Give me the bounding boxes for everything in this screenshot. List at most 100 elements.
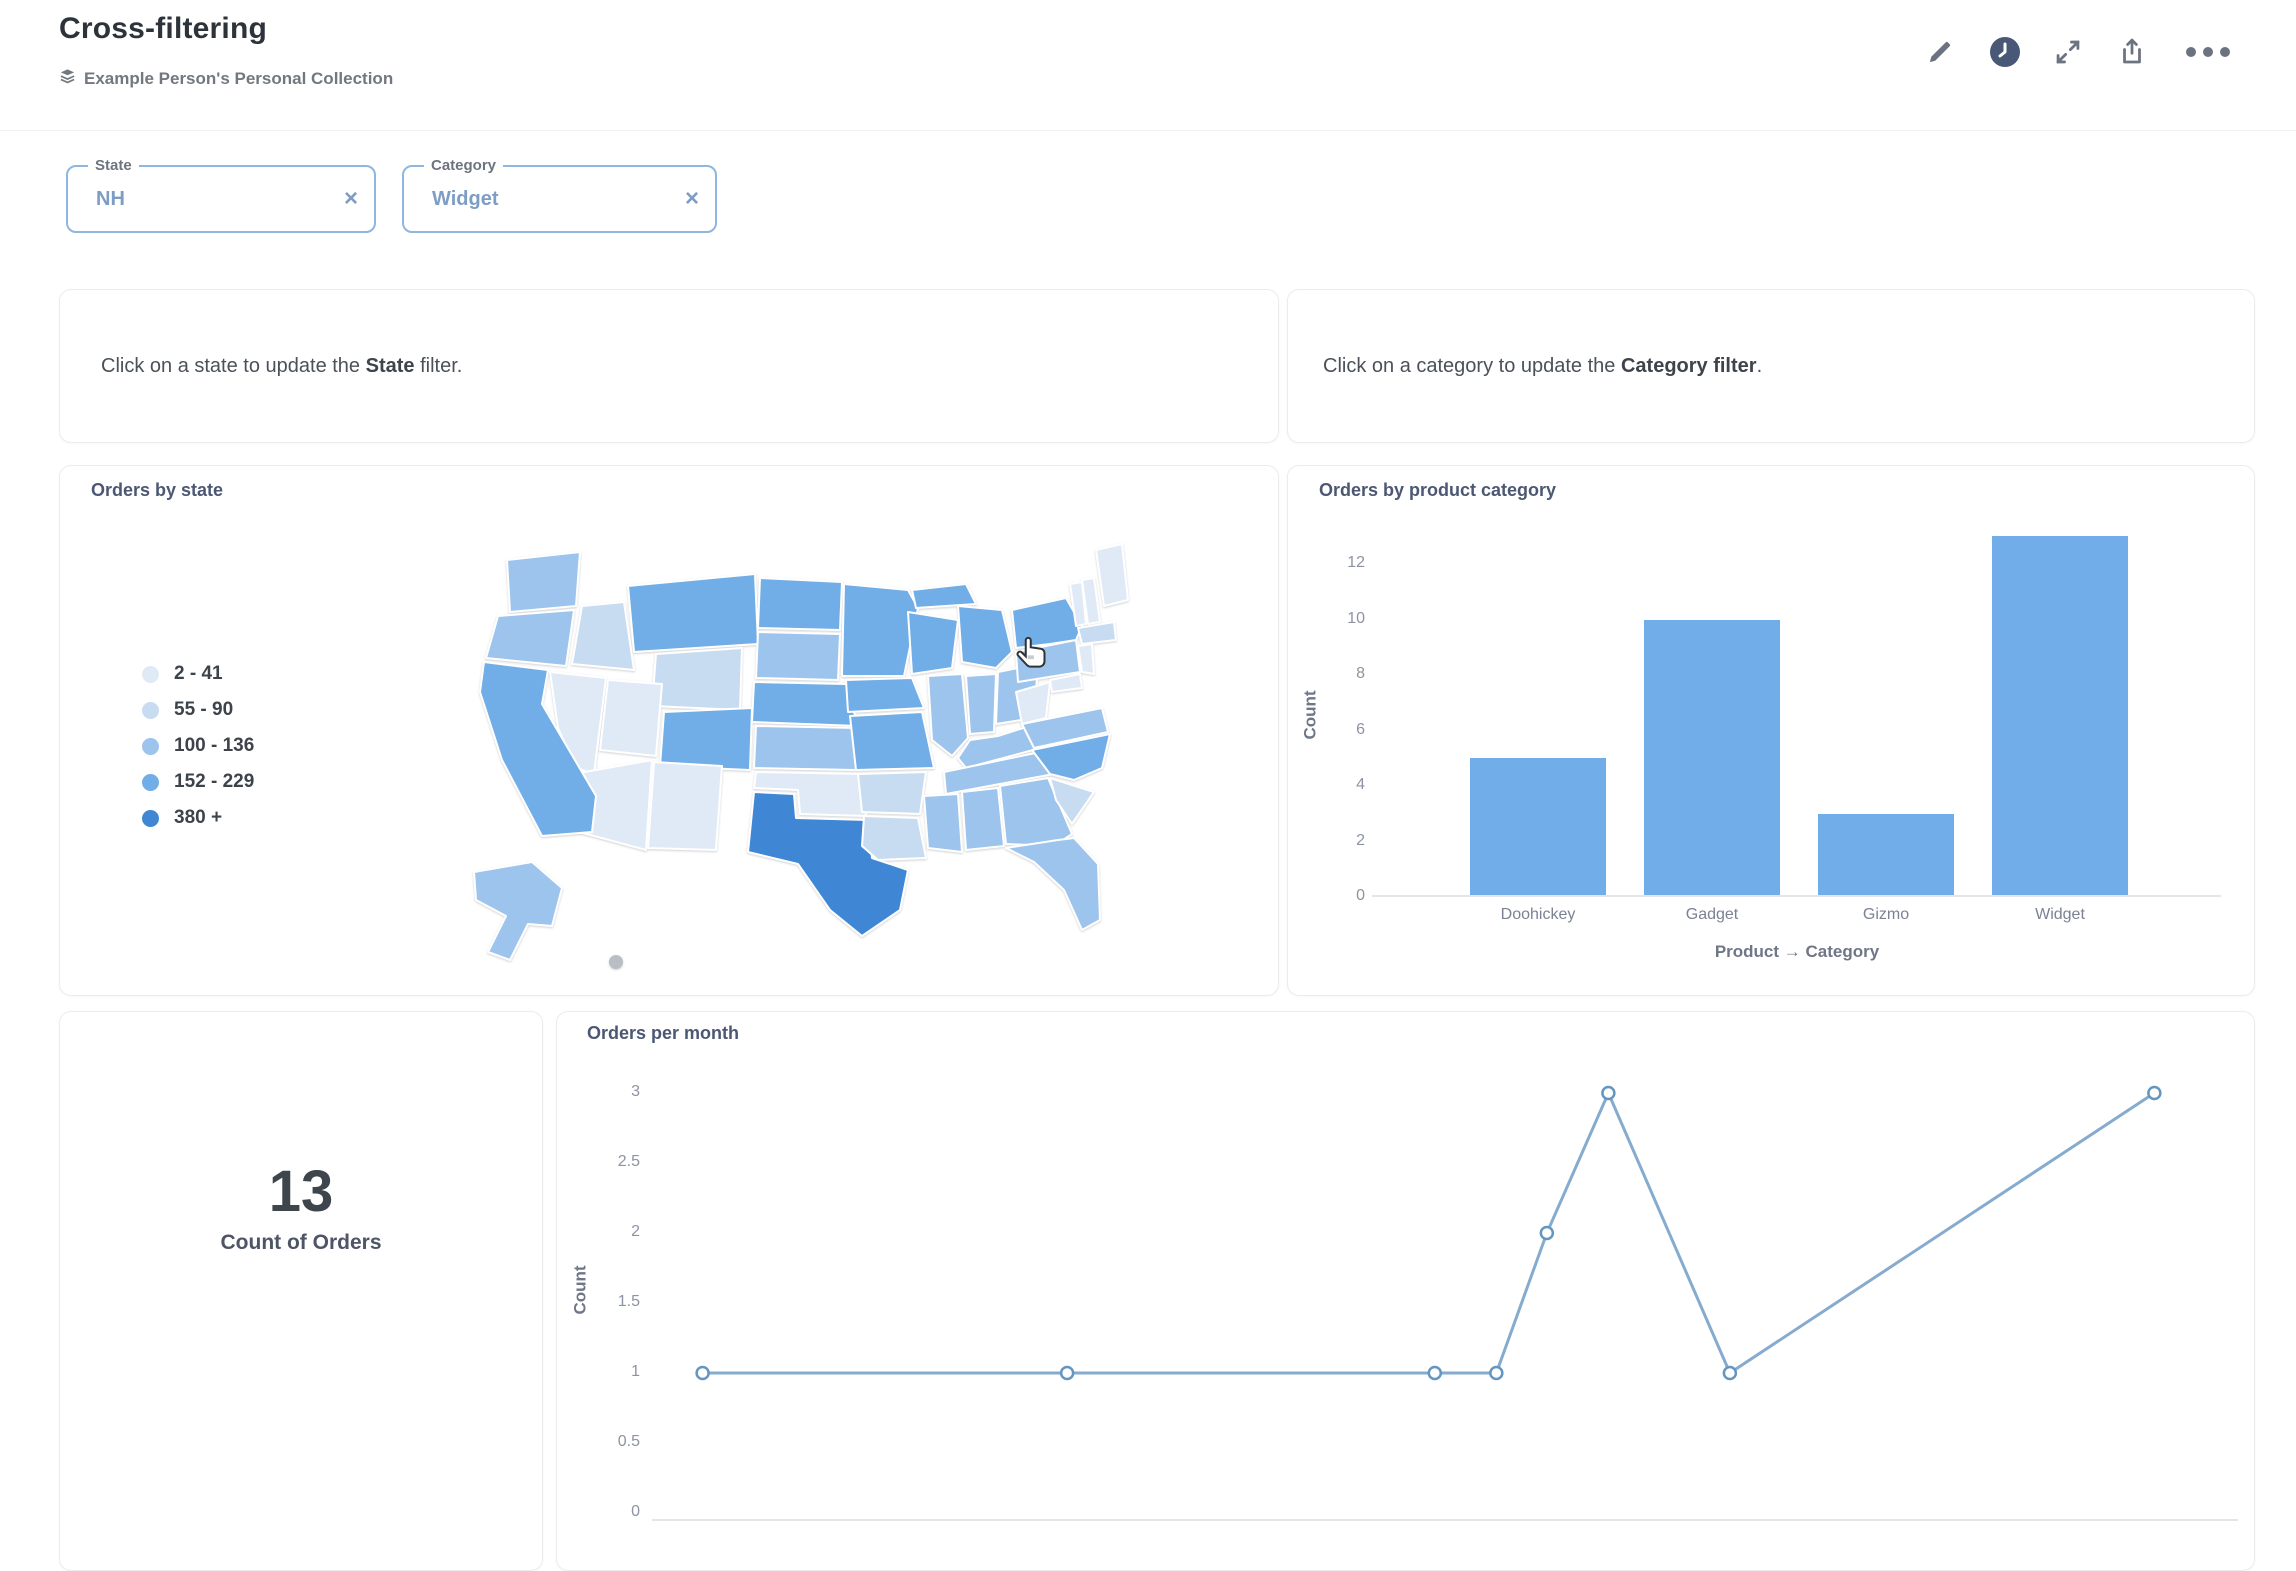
bar-card-title: Orders by product category [1319,480,1557,500]
map-state-ne[interactable] [751,681,859,727]
bar-gadget[interactable] [1644,619,1780,897]
bar-y-tick-label: 6 [1356,720,1365,738]
map-state-il[interactable] [927,673,969,757]
map-state-la[interactable] [861,815,927,861]
line-y-tick-label: 3 [631,1083,640,1100]
fullscreen-icon[interactable] [2046,30,2090,74]
map-state-mo[interactable] [849,711,935,771]
map-state-in[interactable] [965,673,997,735]
map-state-wa[interactable] [506,551,581,613]
state-hint-text: Click on a state to update the State fil… [101,354,463,377]
map-state-va[interactable] [1021,707,1109,749]
category-filter-label: Category [424,157,504,174]
map-state-vt[interactable] [1069,581,1087,627]
legend-label: 152 - 229 [174,771,255,792]
map-state-nj[interactable] [1077,643,1095,675]
map-state-fl[interactable] [1005,837,1101,931]
map-state-miup[interactable] [911,583,977,609]
line-card-title: Orders per month [587,1023,740,1043]
legend-swatch [142,701,159,719]
bar-y-tick-label: 12 [1347,554,1365,571]
line-data-point[interactable] [1722,1365,1738,1381]
map-state-ak[interactable] [473,861,563,961]
map-state-sc[interactable] [1049,777,1095,825]
breadcrumb[interactable]: Example Person's Personal Collection [59,68,393,90]
line-data-point[interactable] [1059,1365,1075,1381]
map-state-co[interactable] [659,707,753,771]
map-state-ny[interactable] [1011,597,1083,649]
map-state-ca[interactable] [479,661,597,837]
collection-label: Example Person's Personal Collection [84,69,394,88]
map-state-ks[interactable] [753,725,859,771]
map-state-nh[interactable] [1081,577,1101,625]
line-y-tick-label: 2 [631,1223,640,1240]
line-x-axis-line [652,1519,2238,1521]
line-y-tick-label: 2.5 [617,1153,640,1170]
auto-refresh-clock-icon[interactable] [1983,30,2027,74]
map-state-nc[interactable] [1031,733,1111,781]
bar-y-tick-label: 4 [1356,776,1365,793]
line-data-point[interactable] [695,1365,710,1381]
state-filter-label: State [88,157,139,174]
map-state-mi[interactable] [957,605,1013,669]
line-data-point[interactable] [1489,1365,1504,1381]
map-state-ms[interactable] [923,793,963,853]
legend-label: 2 - 41 [174,663,223,684]
map-state-mn[interactable] [841,583,919,677]
line-data-point[interactable] [1427,1365,1443,1381]
map-state-wy[interactable] [651,647,743,711]
map-state-sd[interactable] [755,631,841,681]
category-hint-card: Click on a category to update the Catego… [1287,289,2255,443]
map-state-mt[interactable] [627,573,759,653]
header-divider [0,130,2296,131]
map-state-nm[interactable] [647,761,723,851]
map-state-id[interactable] [571,601,635,671]
category-filter-value: Widget [432,187,499,210]
state-hint-card: Click on a state to update the State fil… [59,289,1279,443]
line-y-tick-label: 1.5 [617,1293,640,1310]
map-state-md[interactable] [1049,673,1083,693]
share-icon[interactable] [2110,30,2154,74]
bar-gizmo[interactable] [1818,813,1954,897]
state-filter-clear-icon[interactable]: × [343,185,358,212]
category-filter-clear-icon[interactable]: × [684,185,699,212]
map-state-al[interactable] [961,787,1005,851]
line-data-point[interactable] [1539,1225,1555,1241]
map-state-hi[interactable] [609,955,623,969]
legend-swatch [142,773,159,791]
collection-icon [59,68,76,90]
state-filter-value: NH [96,187,125,210]
count-of-orders-card[interactable]: 13 Count of Orders [59,1011,543,1571]
map-state-ut[interactable] [599,679,663,757]
map-card-title: Orders by state [91,480,224,500]
bar-category-label: Doohickey [1500,906,1576,923]
line-data-point[interactable] [2147,1085,2162,1101]
map-state-me[interactable] [1095,543,1129,607]
scalar-value: 13 [268,1158,334,1224]
map-state-ar[interactable] [857,771,927,815]
category-filter[interactable]: Category Widget × [402,157,717,233]
bar-widget[interactable] [1992,536,2128,897]
map-state-or[interactable] [485,609,575,667]
line-data-point[interactable] [1601,1085,1616,1101]
us-choropleth-map[interactable] [410,528,1130,988]
legend-row: 100 - 136 [142,728,254,764]
bar-doohickey[interactable] [1470,758,1606,897]
map-state-wv[interactable] [1015,681,1051,725]
more-ellipsis-icon[interactable] [2186,30,2230,74]
map-state-ma[interactable] [1077,621,1117,645]
map-legend: 2 - 41 55 - 90 100 - 136 152 - 229 380 + [142,656,254,836]
line-y-tick-label: 0 [631,1503,640,1520]
legend-label: 380 + [174,807,223,828]
map-state-nd[interactable] [757,577,843,631]
bar-y-tick-label: 2 [1356,831,1365,849]
map-state-ia[interactable] [845,677,925,713]
category-hint-text: Click on a category to update the Catego… [1323,354,1763,377]
edit-pencil-icon[interactable] [1918,30,1962,74]
bar-category-label: Widget [2035,906,2085,923]
scalar-label: Count of Orders [220,1230,382,1254]
legend-label: 55 - 90 [174,699,234,720]
map-state-wi[interactable] [907,611,959,675]
legend-row: 380 + [142,800,254,836]
state-filter[interactable]: State NH × [66,157,376,233]
